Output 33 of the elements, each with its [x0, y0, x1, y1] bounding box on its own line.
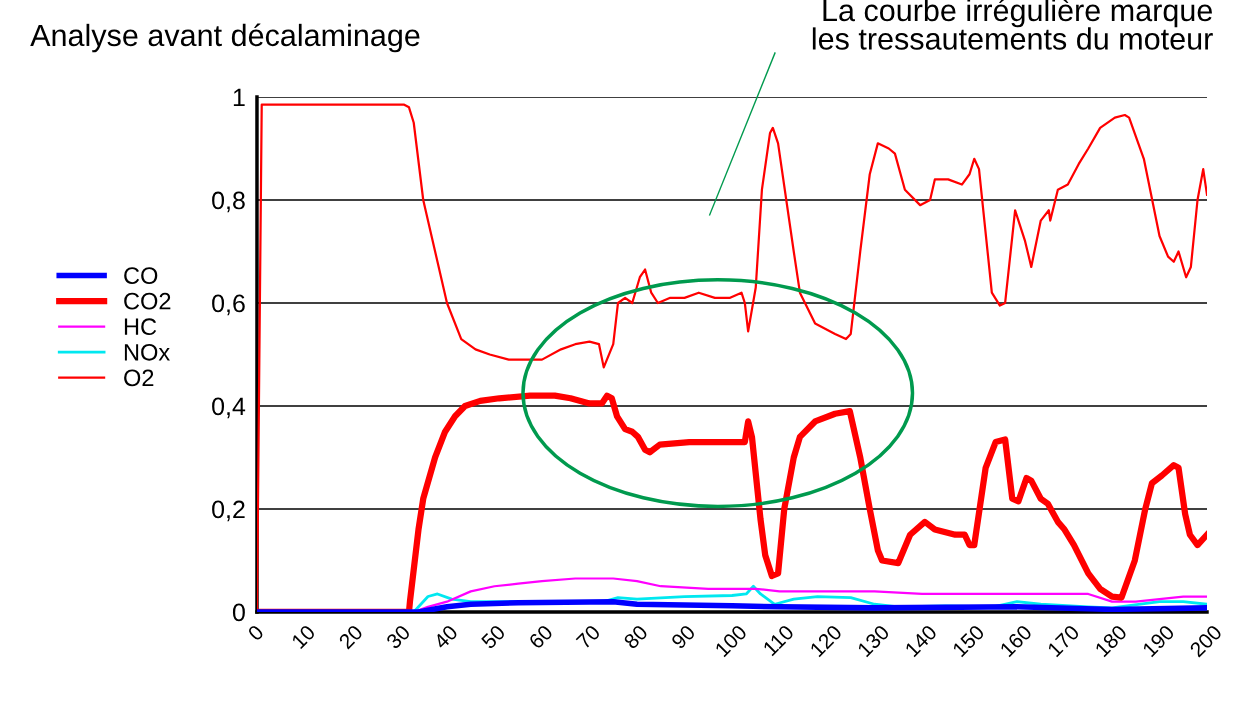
y-tick-label: 0,4 — [212, 397, 246, 419]
legend-label: CO — [124, 267, 158, 284]
chart-title: Analyse avant décalaminage — [30, 23, 420, 53]
legend-label: NOx — [124, 343, 170, 361]
x-tick-label: 180 — [1094, 624, 1128, 658]
x-tick-label: 190 — [1141, 624, 1176, 658]
x-tick-label: 160 — [999, 624, 1033, 658]
x-tick-label: 0 — [246, 624, 265, 642]
x-tick-label: 130 — [856, 624, 891, 658]
x-tick-label: 150 — [951, 624, 986, 658]
x-tick-label: 200 — [1188, 624, 1223, 658]
x-tick-label: 30 — [385, 624, 412, 650]
y-tick-label: 0,6 — [212, 294, 245, 316]
x-tick-label: 90 — [670, 624, 697, 650]
x-tick-label: 170 — [1046, 624, 1081, 658]
x-tick-label: 10 — [290, 624, 317, 650]
y-tick-label: 1 — [233, 88, 245, 107]
x-tick-label: 120 — [809, 624, 843, 658]
y-tick-label: 0,2 — [212, 500, 245, 522]
x-tick-label: 60 — [528, 624, 554, 650]
x-tick-label: 40 — [432, 624, 459, 650]
x-tick-label: 110 — [762, 624, 795, 657]
legend-label: HC — [124, 318, 157, 336]
legend-label: O2 — [124, 369, 154, 387]
x-tick-label: 20 — [338, 624, 364, 650]
legend-label: CO2 — [124, 292, 171, 310]
y-tick-label: 0 — [232, 603, 245, 622]
x-tick-label: 70 — [575, 624, 602, 650]
x-tick-label: 140 — [904, 624, 938, 658]
y-tick-label: 0,8 — [212, 191, 245, 213]
x-tick-label: 80 — [622, 624, 649, 650]
x-tick-label: 50 — [480, 624, 507, 650]
x-tick-label: 100 — [714, 624, 748, 658]
